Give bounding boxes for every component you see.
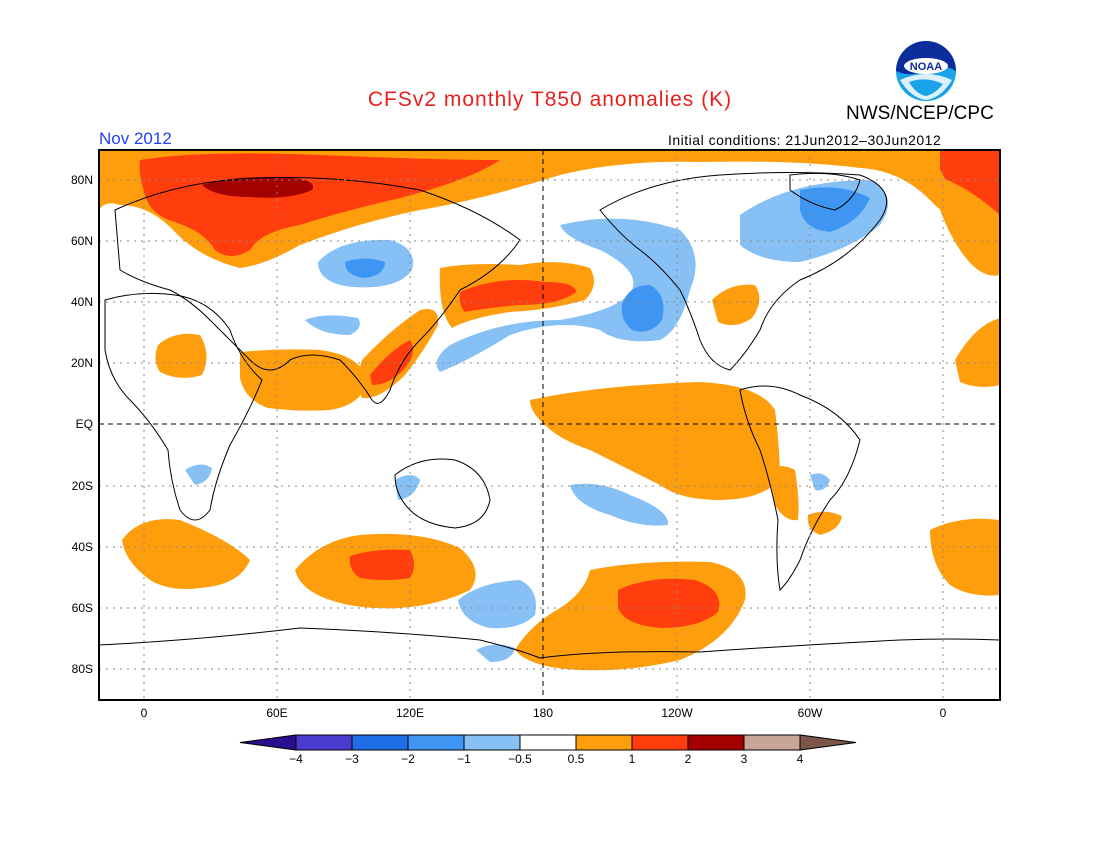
- siberia-peak-anomaly: [202, 176, 314, 198]
- lon-label: 0: [940, 706, 947, 720]
- colorbar-swatch: [519, 734, 577, 751]
- lat-label: 20N: [71, 356, 93, 370]
- lat-label: 20S: [72, 479, 93, 493]
- coastlines: [99, 172, 1000, 659]
- lon-label: 60E: [266, 706, 287, 720]
- lat-label: 60N: [71, 234, 93, 248]
- colorbar-tick-label: −3: [345, 752, 359, 766]
- east-asia-strong-warm: [370, 340, 414, 385]
- south-indian-warm-anomaly-west: [122, 519, 250, 589]
- north-america-coastline: [599, 172, 888, 371]
- south-pacific-strong-warm: [618, 578, 720, 628]
- south-america-warm-anomaly: [768, 466, 799, 521]
- initial-conditions-label: Initial conditions: 21Jun2012–30Jun2012: [668, 132, 942, 148]
- africa-north-warm-anomaly: [155, 333, 207, 378]
- lon-label: 180: [533, 706, 553, 720]
- central-asia-cold-core: [345, 258, 385, 278]
- colorbar-swatch: [575, 734, 633, 751]
- colorbar-tick-label: −1: [457, 752, 471, 766]
- colorbar-tick-label: 4: [797, 752, 804, 766]
- map-frame: [98, 149, 1001, 701]
- antarctic-cold-anomaly: [476, 644, 515, 662]
- colorbar-swatch: [687, 734, 745, 751]
- lon-label: 120E: [396, 706, 424, 720]
- lat-label: 80S: [72, 662, 93, 676]
- colorbar-swatch: [351, 734, 409, 751]
- equatorial-pacific-warm-anomaly: [530, 382, 780, 500]
- south-asia-warm-anomaly: [240, 349, 368, 411]
- colorbar-tick-label: −0.5: [508, 752, 532, 766]
- lon-label: 120W: [661, 706, 693, 720]
- anomaly-fields: [99, 150, 1000, 671]
- us-east-warm-anomaly: [712, 284, 760, 326]
- tibet-cold-anomaly: [305, 315, 360, 335]
- australia-cold-anomaly: [395, 475, 420, 500]
- noaa-logo-text: NOAA: [910, 61, 942, 73]
- nw-pacific-strong-warm: [459, 279, 576, 312]
- lat-label: 60S: [72, 601, 93, 615]
- chart-title: CFSv2 monthly T850 anomalies (K): [367, 88, 733, 111]
- gulf-of-alaska-cold-core: [621, 285, 664, 332]
- lat-label: 80N: [71, 173, 93, 187]
- colorbar-swatch: [407, 734, 465, 751]
- colorbar-arrow-low: [239, 734, 297, 751]
- antarctica-coastline: [99, 627, 1000, 659]
- colorbar: −4 −3 −2 −1 −0.5 0.5 1 2 3 4: [239, 734, 857, 766]
- colorbar-swatch: [295, 734, 353, 751]
- south-atlantic-warm-anomaly-east: [930, 518, 1000, 596]
- colorbar-tick-label: 0.5: [568, 752, 585, 766]
- colorbar-swatch: [743, 734, 801, 751]
- lon-label: 60W: [798, 706, 823, 720]
- southern-ocean-cold-anomaly: [458, 580, 536, 629]
- reference-lines: [99, 150, 1000, 700]
- colorbar-swatch: [463, 734, 521, 751]
- colorbar-tick-label: 3: [741, 752, 748, 766]
- atlantic-warm-anomaly: [955, 318, 1000, 387]
- south-indian-strong-warm: [349, 549, 414, 580]
- eurasia-coastline: [114, 177, 521, 404]
- noaa-logo: NOAA: [896, 41, 956, 101]
- colorbar-tick-label: 1: [629, 752, 636, 766]
- lat-label: 40S: [72, 540, 93, 554]
- indian-ocean-cold-anomaly: [185, 464, 212, 485]
- greenland-coastline: [789, 172, 861, 211]
- north-pacific-cold-anomaly: [436, 218, 696, 372]
- colorbar-tick-label: −4: [289, 752, 303, 766]
- lon-label: 0: [141, 706, 148, 720]
- lat-label: 40N: [71, 295, 93, 309]
- south-pacific-cold-anomaly: [570, 483, 669, 526]
- australia-coastline: [394, 458, 491, 529]
- south-america-coastline: [739, 385, 861, 592]
- longitude-labels: 0 60E 120E 180 120W 60W 0: [141, 706, 947, 720]
- south-atlantic-warm-anomaly: [807, 511, 842, 535]
- colorbar-arrow-high: [799, 734, 857, 751]
- africa-coastline: [104, 292, 263, 521]
- latitude-labels: 80N 60N 40N 20N EQ 20S 40S 60S 80S: [71, 173, 93, 676]
- gridlines: [99, 150, 1000, 700]
- colorbar-tick-label: 2: [685, 752, 692, 766]
- colorbar-tick-label: −2: [401, 752, 415, 766]
- valid-month-label: Nov 2012: [99, 129, 172, 148]
- brazil-cold-anomaly: [810, 473, 830, 491]
- agency-label: NWS/NCEP/CPC: [846, 103, 994, 124]
- greenland-warm-anomaly: [930, 175, 1000, 276]
- lat-label: EQ: [76, 417, 93, 431]
- colorbar-swatch: [631, 734, 689, 751]
